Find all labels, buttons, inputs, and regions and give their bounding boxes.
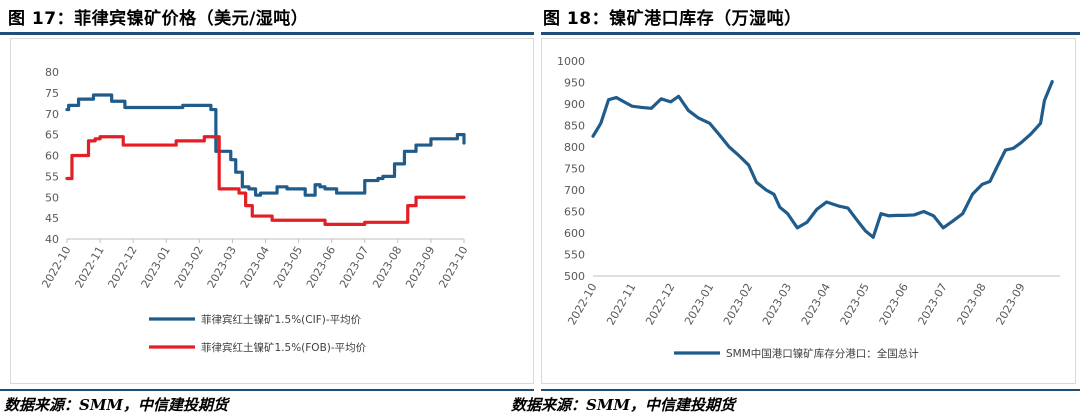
figure-18-title: 图 18：镍矿港口库存（万湿吨） xyxy=(543,9,802,29)
title-rule xyxy=(0,32,534,35)
x-tick-label: 2022-11 xyxy=(72,244,106,290)
series-line-1 xyxy=(65,93,466,197)
x-tick-label: 2023-04 xyxy=(238,244,272,290)
x-tick-label: 2023-02 xyxy=(721,281,755,327)
y-tick-label: 1000 xyxy=(557,55,585,68)
x-tick-label: 2023-02 xyxy=(172,244,206,290)
series-line-1 xyxy=(591,80,1054,239)
x-tick-label: 2022-11 xyxy=(604,281,638,327)
x-tick-label: 2022-10 xyxy=(565,281,599,327)
x-tick-label: 2023-09 xyxy=(993,281,1027,327)
series-line-2 xyxy=(65,135,466,226)
figure-17-source: 数据来源：SMM，中信建投期货 xyxy=(4,396,229,414)
legend-label: SMM中国港口镍矿库存分港口：全国总计 xyxy=(726,347,919,360)
y-tick-label: 600 xyxy=(564,227,585,240)
y-tick-label: 850 xyxy=(564,120,585,133)
y-tick-label: 70 xyxy=(45,108,59,121)
x-tick-label: 2022-12 xyxy=(643,281,677,327)
x-tick-label: 2023-08 xyxy=(370,244,404,290)
chart-frame: 500 550 600 650 700 750 800 850 900 950 1000 2022-1… xyxy=(541,38,1076,384)
x-tick-label: 2023-03 xyxy=(205,244,239,290)
x-tick-label: 2023-07 xyxy=(916,281,950,327)
figure-18-panel: 图 18：镍矿港口库存（万湿吨） 500 550 600 650 700 750 800 85… xyxy=(511,0,1080,418)
figure-17-panel: 图 17：菲律宾镍矿价格（美元/湿吨） 40 45 50 55 60 65 70 75 80 20… xyxy=(0,0,534,418)
x-tick-label: 2023-10 xyxy=(436,244,470,290)
bottom-rule xyxy=(541,389,1080,391)
x-tick-label: 2022-10 xyxy=(39,244,73,290)
x-tick-label: 2023-03 xyxy=(760,281,794,327)
x-tick-label: 2023-01 xyxy=(139,244,173,290)
y-tick-label: 65 xyxy=(45,129,59,142)
x-tick-label: 2023-07 xyxy=(337,244,371,290)
y-tick-label: 75 xyxy=(45,87,59,100)
nickel-price-chart: 4045505560657075802022-102022-112022-122… xyxy=(39,66,470,354)
legend-label: 菲律宾红土镍矿1.5%(CIF)-平均价 xyxy=(201,313,362,326)
y-tick-label: 55 xyxy=(45,170,59,183)
figure-18-source: 数据来源：SMM，中信建投期货 xyxy=(511,396,736,414)
x-tick-label: 2023-06 xyxy=(877,281,911,327)
port-inventory-chart: 500 550 600 650 700 750 800 850 900 950 1000 2022-1… xyxy=(557,55,1060,360)
x-tick-label: 2023-06 xyxy=(304,244,338,290)
y-tick-label: 60 xyxy=(45,150,59,163)
y-tick-label: 650 xyxy=(564,206,585,219)
y-tick-label: 45 xyxy=(45,212,59,225)
y-tick-label: 750 xyxy=(564,163,585,176)
x-tick-label: 2023-04 xyxy=(799,281,833,327)
chart-frame: 40 45 50 55 60 65 70 75 80 2022-10 2022-11 2022-12 2… xyxy=(10,38,534,384)
legend-label: 菲律宾红土镍矿1.5%(FOB)-平均价 xyxy=(201,341,367,354)
figure-17-title: 图 17：菲律宾镍矿价格（美元/湿吨） xyxy=(8,9,309,29)
y-tick-label: 40 xyxy=(45,233,59,246)
x-tick-label: 2023-01 xyxy=(682,281,716,327)
y-tick-label: 800 xyxy=(564,141,585,154)
y-tick-label: 950 xyxy=(564,77,585,90)
y-tick-label: 80 xyxy=(45,66,59,79)
title-rule xyxy=(541,32,1080,35)
x-tick-label: 2023-08 xyxy=(955,281,989,327)
x-tick-label: 2023-05 xyxy=(271,244,305,290)
bottom-rule xyxy=(0,389,534,391)
x-tick-label: 2022-12 xyxy=(106,244,140,290)
y-tick-label: 500 xyxy=(564,270,585,283)
y-tick-label: 900 xyxy=(564,98,585,111)
y-tick-label: 50 xyxy=(45,191,59,204)
y-tick-label: 700 xyxy=(564,184,585,197)
x-tick-label: 2023-09 xyxy=(403,244,437,290)
x-tick-label: 2023-05 xyxy=(838,281,872,327)
y-tick-label: 550 xyxy=(564,249,585,262)
